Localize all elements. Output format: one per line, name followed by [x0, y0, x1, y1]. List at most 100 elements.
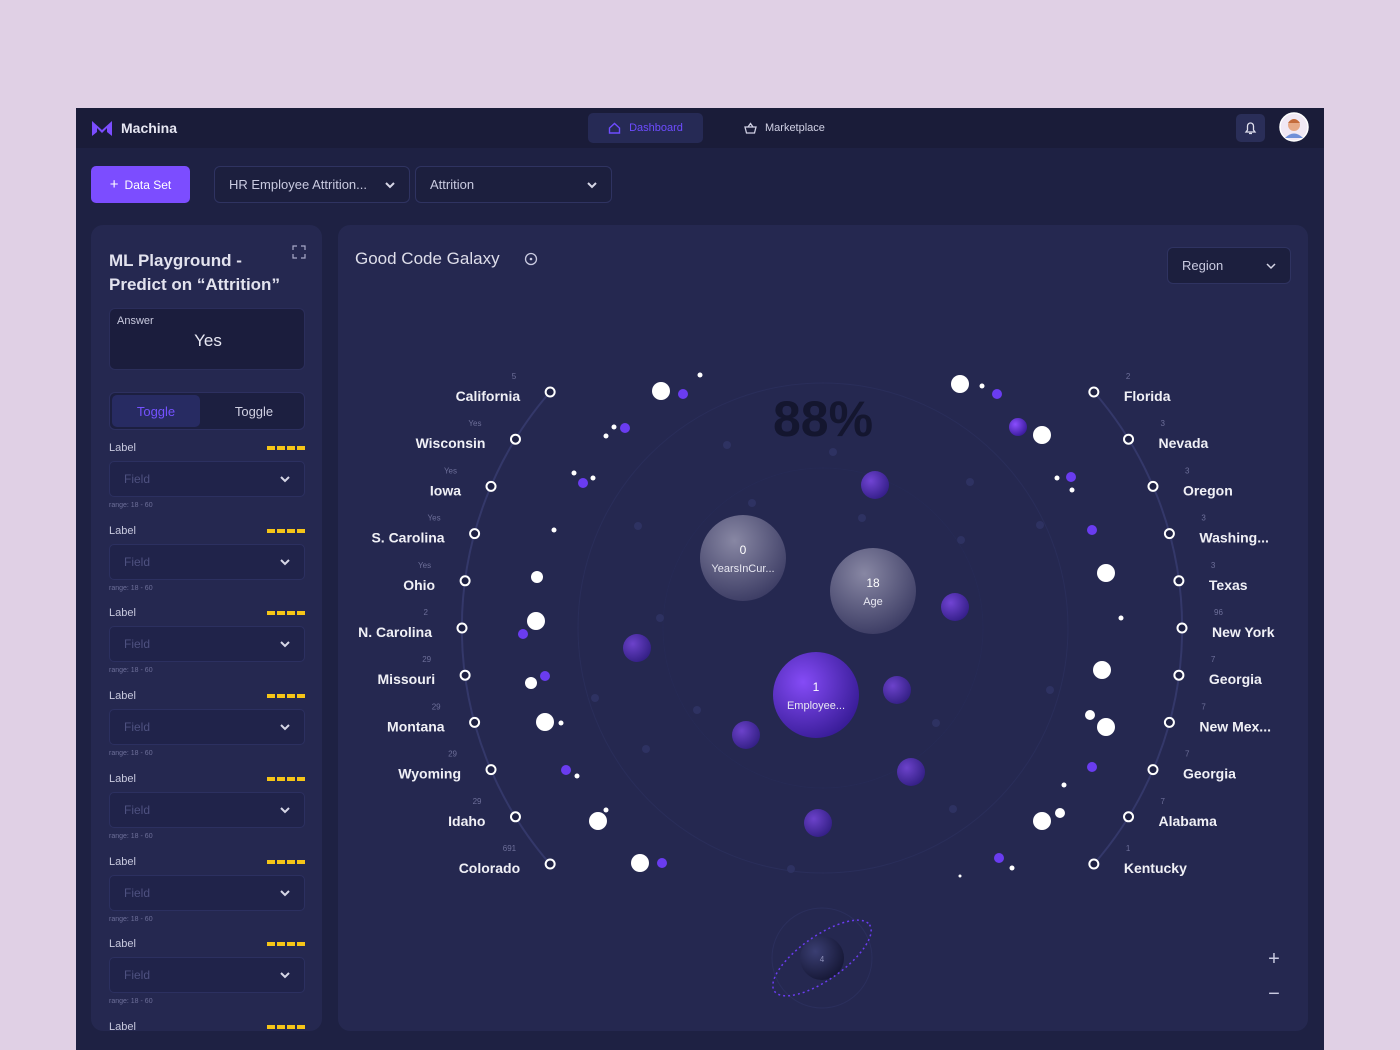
- state-node[interactable]: [485, 764, 497, 776]
- state-name: Wyoming: [398, 766, 461, 782]
- state-node[interactable]: [1088, 858, 1100, 870]
- state-value: 1: [1126, 844, 1131, 853]
- galaxy-title: Good Code Galaxy: [355, 249, 500, 268]
- field-range: range: 18 - 60: [109, 915, 153, 923]
- field-label: Label: [109, 607, 136, 620]
- field-placeholder: Field: [124, 637, 151, 652]
- field-range: range: 18 - 60: [109, 667, 153, 675]
- state-name: Washing...: [1199, 530, 1268, 546]
- home-icon: [608, 122, 621, 134]
- bubble-label: YearsInCur...: [711, 563, 774, 575]
- status-indicator: [267, 942, 305, 947]
- field-range: range: 18 - 60: [109, 584, 153, 592]
- feature-bubble[interactable]: [830, 548, 916, 634]
- status-indicator: [267, 446, 305, 450]
- state-value: 3: [1161, 419, 1166, 428]
- state-node[interactable]: [1123, 433, 1135, 445]
- state-name: Florida: [1124, 388, 1171, 404]
- state-node[interactable]: [1176, 622, 1188, 634]
- chevron: [280, 972, 290, 979]
- state-node[interactable]: [1147, 480, 1159, 492]
- field-label: Label: [109, 855, 136, 868]
- state-node[interactable]: [459, 575, 471, 587]
- feature-bubble[interactable]: [773, 652, 859, 738]
- orbit-label: 4: [820, 955, 825, 964]
- state-value: 29: [448, 750, 457, 759]
- state-name: Ohio: [403, 577, 435, 593]
- bubble-value: 18: [866, 576, 880, 590]
- state-node[interactable]: [1173, 669, 1185, 681]
- state-node[interactable]: [509, 433, 521, 445]
- field-range: range: 18 - 60: [109, 832, 153, 840]
- plus-icon: +: [109, 176, 119, 193]
- state-value: 29: [422, 655, 431, 664]
- state-name: Kentucky: [1124, 860, 1187, 876]
- field-select[interactable]: Field: [109, 626, 305, 663]
- state-node[interactable]: [1088, 386, 1100, 398]
- state-node[interactable]: [459, 669, 471, 681]
- field-select[interactable]: Field: [109, 874, 305, 911]
- state-name: S. Carolina: [371, 530, 444, 546]
- toggle-option[interactable]: Toggle: [234, 403, 274, 419]
- chevron: [587, 181, 597, 188]
- expand-icon[interactable]: [292, 245, 306, 259]
- feature-bubble[interactable]: [700, 515, 786, 601]
- answer-value: Yes: [194, 331, 222, 350]
- info-icon[interactable]: [524, 252, 538, 266]
- orbit-widget[interactable]: 4: [762, 907, 882, 1010]
- top-bar: Machina Dashboard Marketplace: [76, 108, 1324, 148]
- decor-spheres: [518, 372, 1124, 878]
- state-value: 7: [1201, 702, 1206, 711]
- state-node[interactable]: [1173, 575, 1185, 587]
- zoom-out[interactable]: −: [1268, 983, 1280, 1005]
- state-node[interactable]: [456, 622, 468, 634]
- state-node[interactable]: [1123, 811, 1135, 823]
- field-select[interactable]: Field: [109, 461, 305, 497]
- toggle-option[interactable]: Toggle: [112, 395, 200, 427]
- status-indicator: [267, 694, 305, 699]
- state-node[interactable]: [485, 480, 497, 492]
- status-indicator: [267, 611, 305, 616]
- state-name: N. Carolina: [358, 624, 432, 640]
- nav-marketplace[interactable]: Marketplace: [744, 113, 825, 143]
- bubble-value: 1: [813, 680, 820, 694]
- state-node[interactable]: [469, 716, 481, 728]
- state-name: Colorado: [459, 860, 520, 876]
- state-node[interactable]: [1147, 764, 1159, 776]
- state-name: Georgia: [1183, 766, 1236, 782]
- state-name: Missouri: [378, 671, 436, 687]
- state-node[interactable]: [1163, 528, 1175, 540]
- field-select[interactable]: Field: [109, 709, 305, 746]
- field-label: Label: [109, 1020, 136, 1033]
- state-node[interactable]: [1163, 716, 1175, 728]
- field-select[interactable]: Field: [109, 543, 305, 580]
- state-value: 29: [432, 702, 441, 711]
- nav-label: Dashboard: [629, 122, 683, 134]
- state-value: 7: [1161, 797, 1166, 806]
- state-value: Yes: [428, 514, 441, 523]
- field-label: Label: [109, 938, 136, 951]
- nav-dashboard[interactable]: Dashboard: [588, 113, 703, 143]
- state-node[interactable]: [544, 386, 556, 398]
- state-value: 2: [424, 608, 429, 617]
- field-select[interactable]: Field: [109, 791, 305, 828]
- state-node[interactable]: [509, 811, 521, 823]
- field-select[interactable]: Field: [109, 957, 305, 994]
- avatar[interactable]: [1279, 112, 1309, 142]
- state-node[interactable]: [544, 858, 556, 870]
- target-dropdown[interactable]: Attrition: [415, 166, 612, 203]
- sidebar-title: ML Playground - Predict on “Attrition”: [109, 251, 280, 294]
- state-node[interactable]: [469, 528, 481, 540]
- galaxy-panel: 88% 4 + − California 5 Wisconsin Yes Iowa Yes…: [338, 225, 1308, 1031]
- notification-button[interactable]: [1236, 114, 1265, 142]
- dataset-dropdown[interactable]: HR Employee Attrition...: [214, 166, 410, 203]
- region-dropdown[interactable]: Region: [1167, 247, 1291, 284]
- add-dataset-button[interactable]: + Data Set: [91, 166, 190, 203]
- chevron: [280, 476, 290, 483]
- field-placeholder: Field: [124, 802, 151, 817]
- field-label: Label: [109, 772, 136, 785]
- state-value: 691: [503, 844, 517, 853]
- state-value: Yes: [468, 419, 481, 428]
- zoom-in[interactable]: +: [1268, 948, 1280, 970]
